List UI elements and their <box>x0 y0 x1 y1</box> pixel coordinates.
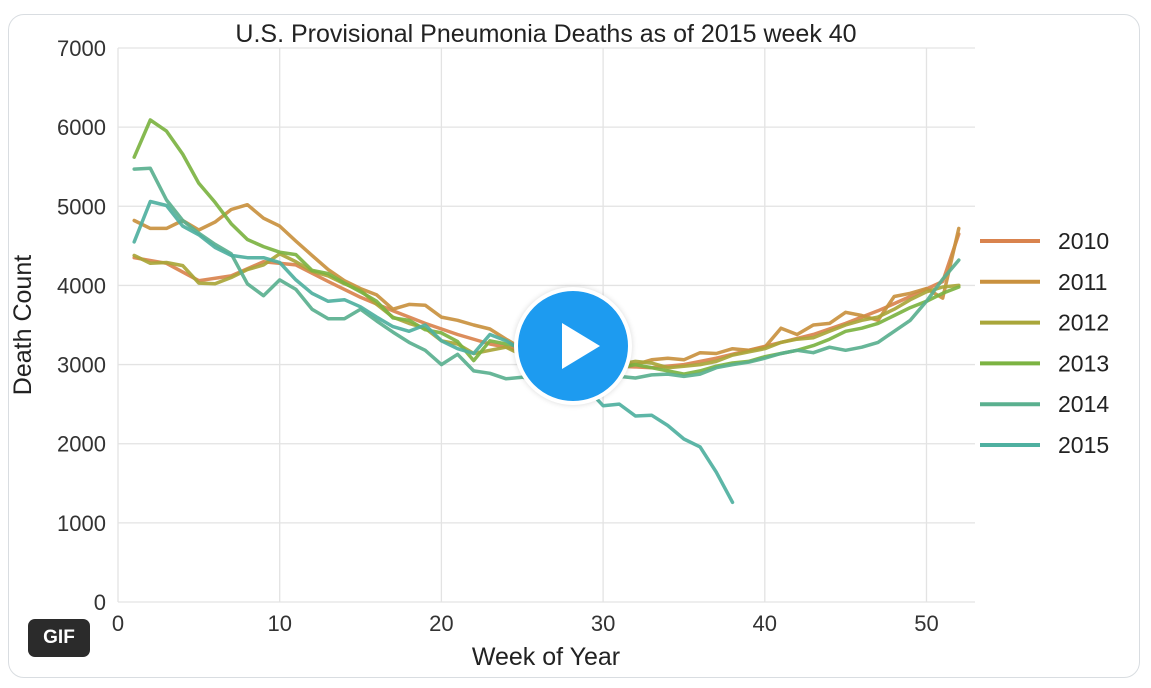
legend-label-2011: 2011 <box>1058 269 1107 295</box>
y-tick-label: 4000 <box>57 273 106 298</box>
chart-title: U.S. Provisional Pneumonia Deaths as of … <box>235 20 856 48</box>
play-icon <box>562 323 600 369</box>
x-tick-label: 0 <box>112 611 124 636</box>
y-tick-label: 5000 <box>57 194 106 219</box>
series-line-2015 <box>132 199 735 505</box>
tick-labels: 0 1000 2000 3000 4000 5000 6000 7000 0 10 20 30 40 50 <box>57 36 939 636</box>
y-tick-label: 1000 <box>57 511 106 536</box>
x-tick-label: 40 <box>753 611 777 636</box>
x-tick-label: 30 <box>591 611 615 636</box>
y-tick-label: 0 <box>94 590 106 615</box>
legend-label-2012: 2012 <box>1058 310 1109 336</box>
legend-label-2010: 2010 <box>1058 228 1109 254</box>
y-axis-label: Death Count <box>9 255 37 395</box>
x-tick-label: 10 <box>267 611 291 636</box>
y-tick-label: 3000 <box>57 353 106 378</box>
y-tick-label: 7000 <box>57 36 106 61</box>
gif-badge: GIF <box>28 619 90 657</box>
legend-label-2015: 2015 <box>1058 432 1109 458</box>
legend-label-2014: 2014 <box>1058 391 1109 417</box>
play-button[interactable] <box>514 287 632 405</box>
x-axis-label: Week of Year <box>472 643 620 671</box>
y-tick-label: 6000 <box>57 115 106 140</box>
grid-lines <box>117 47 975 603</box>
legend: 2010 2011 2012 2013 2014 2015 <box>980 228 1109 458</box>
x-tick-label: 20 <box>429 611 453 636</box>
x-tick-label: 50 <box>914 611 938 636</box>
legend-label-2013: 2013 <box>1058 350 1109 376</box>
y-tick-label: 2000 <box>57 432 106 457</box>
